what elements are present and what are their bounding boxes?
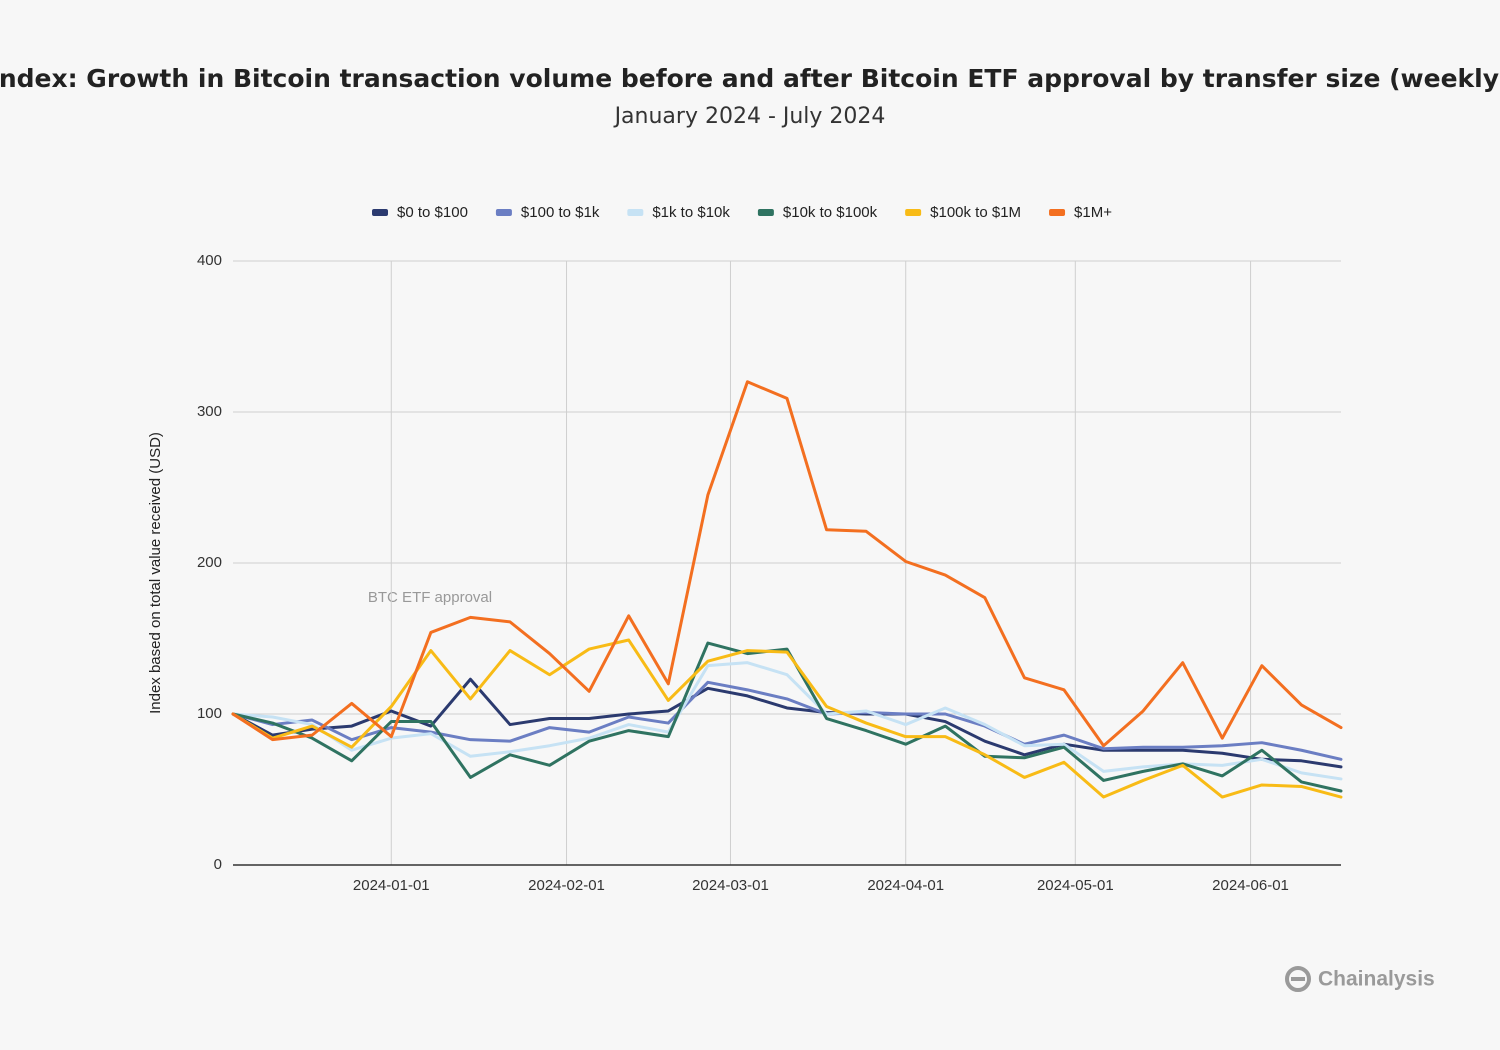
y-tick-label: 0 [214,856,222,873]
legend-swatch [627,209,644,216]
legend-label: $1M+ [1074,204,1112,221]
x-tick-label: 2024-05-01 [1037,877,1114,894]
x-tick-label: 2024-04-01 [867,877,944,894]
chart-title: Index: Growth in Bitcoin transaction vol… [0,64,1500,93]
series-line [231,661,1343,781]
legend-label: $1k to $10k [652,204,730,221]
legend-swatch [372,209,389,216]
x-tick-label: 2024-01-01 [353,877,430,894]
chart-subtitle: January 2024 - July 2024 [613,104,886,129]
y-tick-label: 400 [197,252,222,269]
x-tick-label: 2024-03-01 [692,877,769,894]
legend-swatch [905,209,922,216]
x-tick-label: 2024-02-01 [528,877,605,894]
legend-label: $10k to $100k [783,204,878,221]
y-tick-label: 100 [197,705,222,722]
logo-icon [1285,966,1311,992]
y-axis-label: Index based on total value received (USD… [147,432,164,714]
logo: Chainalysis [1285,966,1435,992]
legend-swatch [1049,209,1066,216]
legend-swatch [495,209,512,216]
logo-text: Chainalysis [1318,968,1435,991]
series-line [231,677,1343,769]
series-line [231,641,1343,793]
legend-label: $0 to $100 [397,204,468,221]
annotation: BTC ETF approval [368,589,492,606]
series-line [231,380,1343,748]
legend-label: $100k to $1M [930,204,1021,221]
plot-area: 0 100 200 300 400 2024-01-01 2024-02-01 2024-03… [197,252,1343,894]
y-tick-label: 300 [197,403,222,420]
y-tick-label: 200 [197,554,222,571]
legend-swatch [757,209,774,216]
legend: $0 to $100 $100 to $1k $1k to $10k $10k to … [372,204,1112,221]
x-tick-label: 2024-06-01 [1212,877,1289,894]
legend-label: $100 to $1k [521,204,600,221]
series-line [231,680,1343,761]
